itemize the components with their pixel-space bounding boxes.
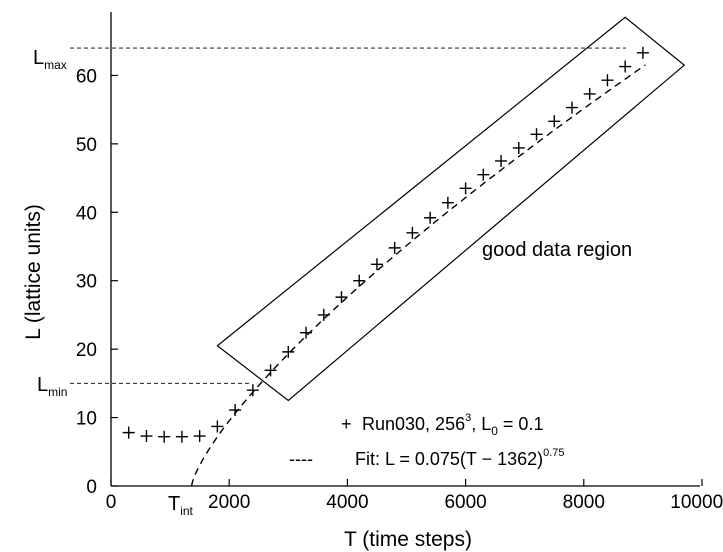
l-min-label: Lmin <box>37 374 67 399</box>
legend: + Run030, 2563, L0 = 0.1 ---- Fit: L = 0… <box>289 412 565 469</box>
data-markers <box>122 46 649 443</box>
data-point <box>530 128 543 141</box>
x-axis-title: T (time steps) <box>344 528 472 551</box>
data-point <box>512 141 525 154</box>
x-tick-label: 8000 <box>563 492 605 513</box>
data-point <box>140 430 153 443</box>
reference-lines <box>70 47 626 384</box>
y-tick-label: 60 <box>76 66 97 87</box>
data-point <box>636 46 649 59</box>
region-label: good data region <box>482 239 632 261</box>
data-point <box>441 196 454 209</box>
data-point <box>335 291 348 304</box>
data-point <box>353 274 366 287</box>
fit-curve <box>190 64 646 487</box>
data-point <box>122 426 135 439</box>
x-tick-label: 4000 <box>326 492 368 513</box>
data-point <box>158 430 171 443</box>
data-point <box>246 384 259 397</box>
good-data-region-box <box>216 16 686 402</box>
legend-marker-symbol: + <box>341 414 352 434</box>
data-point <box>601 74 614 87</box>
y-tick-label: 50 <box>76 135 97 156</box>
data-point <box>619 60 632 73</box>
x-tick-label: 0 <box>106 492 117 513</box>
y-axis-title: L (lattice units) <box>22 204 45 340</box>
t-int-label: Tint <box>168 493 194 518</box>
l-max-label: Lmax <box>33 47 67 72</box>
data-point <box>565 101 578 114</box>
data-point <box>406 226 419 239</box>
x-tick-label: 6000 <box>444 492 486 513</box>
data-point <box>229 404 242 417</box>
legend-fit-label: Fit: L = 0.075(T − 1362)0.75 <box>355 447 565 469</box>
data-point <box>211 420 224 433</box>
data-point <box>548 115 561 128</box>
data-point <box>175 430 188 443</box>
y-tick-label: 40 <box>76 203 97 224</box>
data-point <box>583 87 596 100</box>
legend-line-symbol: ---- <box>289 449 313 469</box>
data-point <box>477 168 490 181</box>
y-tick-label: 20 <box>76 340 97 361</box>
y-tick-label: 10 <box>76 409 97 430</box>
data-point <box>495 154 508 167</box>
y-tick-label: 30 <box>76 272 97 293</box>
axes <box>110 12 700 487</box>
data-point <box>193 430 206 443</box>
data-point <box>300 326 313 339</box>
y-tick-label: 0 <box>86 477 97 498</box>
data-point <box>264 364 277 377</box>
data-point <box>459 182 472 195</box>
x-tick-label: 2000 <box>208 492 250 513</box>
data-point <box>370 258 383 271</box>
data-point <box>317 308 330 321</box>
legend-run-label: Run030, 2563, L0 = 0.1 <box>362 412 543 438</box>
data-point <box>424 211 437 224</box>
data-point <box>282 345 295 358</box>
data-point <box>388 241 401 254</box>
